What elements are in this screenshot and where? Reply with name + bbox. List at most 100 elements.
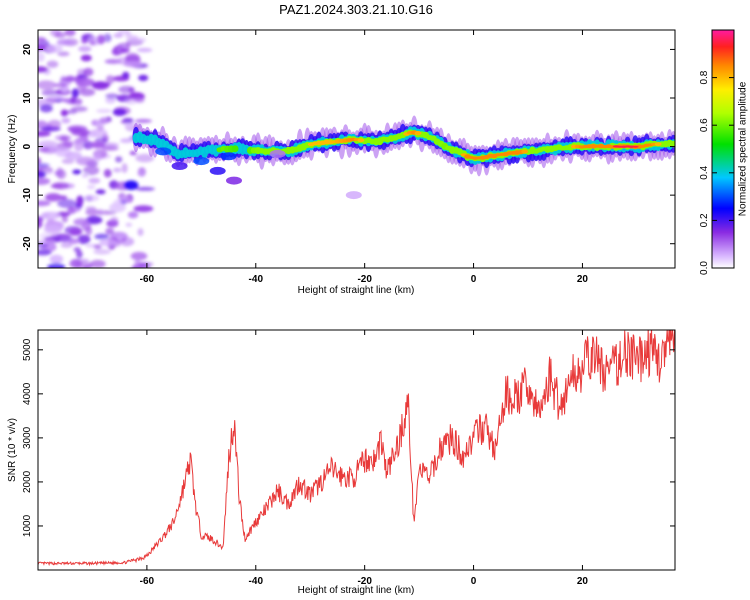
noise-blob <box>136 47 153 53</box>
noise-blob <box>57 51 70 57</box>
snr-plot: -60 -40 -20 0 20 1000 2000 3000 4000 5000 Height… <box>7 329 676 596</box>
noise-blob <box>93 152 102 162</box>
noise-blob <box>69 227 83 236</box>
noise-blob <box>77 234 91 245</box>
noise-blob <box>52 234 73 242</box>
ridge-cell <box>357 138 365 143</box>
noise-blob <box>113 33 123 38</box>
chart-title: PAZ1.2024.303.21.10.G16 <box>279 2 433 17</box>
noise-blob <box>120 47 130 54</box>
noise-blob <box>61 117 71 124</box>
noise-blob <box>49 254 64 264</box>
noise-blob <box>103 168 112 178</box>
snr-x-axis-label: Height of straight line (km) <box>298 585 415 596</box>
noise-blob <box>130 251 148 261</box>
noise-blob <box>89 259 106 268</box>
colorbar-tick-label: 0.2 <box>699 213 710 227</box>
noise-blob <box>83 67 94 77</box>
noise-blob <box>94 233 109 240</box>
noise-blob <box>64 151 82 160</box>
snr-x-axis: -60 -40 -20 0 20 <box>140 330 589 587</box>
noise-blob <box>57 199 77 208</box>
noise-blob <box>61 215 68 223</box>
noise-blob <box>69 96 77 104</box>
noise-blob <box>81 173 89 178</box>
noise-blob <box>138 74 149 82</box>
noise-blob <box>85 208 100 216</box>
noise-blob <box>118 85 134 94</box>
noise-cloud <box>38 30 155 268</box>
noise-blob <box>60 76 80 82</box>
noise-blob <box>60 109 69 117</box>
y-tick-label: 20 <box>22 43 33 55</box>
spectrogram-y-axis: -20 -10 0 10 20 <box>22 43 675 251</box>
noise-blob <box>76 250 83 259</box>
noise-blob <box>90 141 106 149</box>
noise-blob <box>38 37 47 43</box>
noise-blob <box>82 140 94 150</box>
ridge-side-blob <box>193 157 210 166</box>
ridge-cell <box>631 145 639 148</box>
noise-blob <box>38 80 56 90</box>
noise-blob <box>99 238 117 247</box>
noise-blob <box>38 177 51 185</box>
noise-blob <box>96 209 104 216</box>
x-tick-label: 0 <box>471 274 477 285</box>
noise-blob <box>38 130 51 137</box>
x-tick-label: 20 <box>577 274 589 285</box>
snr-plot-area <box>38 330 675 570</box>
x-tick-label: 20 <box>577 576 589 587</box>
noise-blob <box>64 30 76 37</box>
noise-blob <box>44 193 62 202</box>
noise-blob <box>87 184 96 190</box>
noise-blob <box>134 119 152 123</box>
ridge-cell <box>654 142 662 147</box>
ridge-side-blob <box>220 152 237 161</box>
ridge-cell <box>231 145 239 153</box>
x-tick-label: -60 <box>140 576 155 587</box>
noise-blob <box>137 228 144 237</box>
noise-blob <box>45 44 63 53</box>
spectrogram-y-axis-label: Frequency (Hz) <box>7 115 18 184</box>
x-tick-label: -40 <box>249 576 264 587</box>
noise-blob <box>79 88 96 97</box>
noise-blob <box>93 244 102 250</box>
colorbar: 0.0 0.2 0.4 0.6 0.8 Normalized spectral ampl… <box>699 29 749 275</box>
noise-blob <box>38 147 50 153</box>
noise-blob <box>138 262 154 267</box>
noise-blob <box>39 104 53 113</box>
noise-blob <box>112 167 122 173</box>
ridge-side-blob <box>269 149 286 158</box>
noise-blob <box>48 95 65 100</box>
noise-blob <box>129 150 137 156</box>
noise-blob <box>75 77 95 87</box>
noise-blob <box>38 200 51 207</box>
noise-blob <box>62 140 74 147</box>
noise-blob <box>60 242 73 248</box>
snr-series-line <box>38 330 675 567</box>
noise-blob <box>73 139 84 145</box>
noise-blob <box>91 81 110 90</box>
spectrogram-x-axis: -60 -40 -20 0 20 <box>140 30 589 285</box>
noise-blob <box>124 97 138 105</box>
noise-blob <box>105 227 115 235</box>
spectrogram-plot: -60 -40 -20 0 20 -20 -10 0 10 20 Height of strai… <box>7 29 676 296</box>
noise-blob <box>61 158 75 164</box>
noise-blob <box>63 40 76 45</box>
noise-blob <box>85 206 97 211</box>
noise-blob <box>43 225 63 234</box>
colorbar-label: Normalized spectral amplitude <box>738 81 749 216</box>
noise-blob <box>88 177 101 184</box>
noise-blob <box>61 98 70 103</box>
colorbar-tick-label: 0.6 <box>699 118 710 132</box>
ridge-cell <box>521 149 529 154</box>
y-tick-label: 1000 <box>22 514 33 537</box>
ridge-side-blob <box>171 162 188 170</box>
noise-blob <box>119 138 133 144</box>
colorbar-gradient <box>712 30 734 268</box>
noise-blob <box>47 119 62 129</box>
noise-blob <box>96 34 106 45</box>
x-tick-label: 0 <box>471 576 477 587</box>
y-tick-label: 10 <box>22 92 33 104</box>
